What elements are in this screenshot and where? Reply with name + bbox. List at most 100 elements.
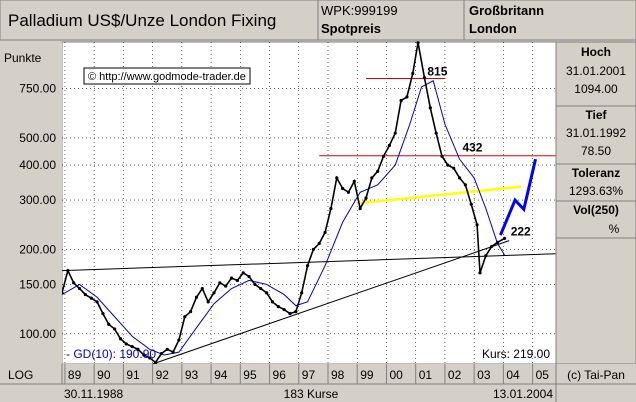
scale-mode-label[interactable]: LOG (8, 368, 33, 382)
price-point (457, 176, 462, 180)
price-point (247, 274, 251, 279)
region-label: Großbritann (469, 3, 544, 18)
price-point (490, 244, 494, 249)
y-tick-label: 100.00 (19, 327, 56, 341)
annotation-layer: 815 432 222 © http://www.godmode-trader.de -… (66, 64, 550, 361)
price-point (229, 276, 234, 280)
price-point (335, 176, 339, 180)
price-point (265, 291, 269, 295)
x-tick-label: 93 (185, 368, 199, 382)
price-point (352, 179, 356, 183)
price-point (95, 300, 99, 304)
price-point (218, 281, 222, 285)
vol-value: % (609, 222, 620, 236)
price-point (136, 347, 140, 351)
price-point (393, 131, 397, 135)
x-tick-label: 94 (214, 368, 228, 382)
price-point (300, 291, 304, 295)
price-point (124, 342, 128, 346)
price-point (387, 143, 391, 148)
x-tick-label: 01 (419, 368, 433, 382)
price-point (77, 286, 82, 291)
price-point (171, 350, 175, 354)
city-label: London (469, 21, 517, 36)
price-point (118, 337, 123, 341)
price-point (270, 300, 275, 304)
price-point (101, 312, 105, 316)
tolerance-value: 1293.63% (569, 184, 623, 198)
y-tick-label: 750.00 (19, 82, 56, 96)
price-point (364, 196, 368, 200)
x-tick-label: 89 (68, 368, 82, 382)
y-tick-label: 300.00 (19, 193, 56, 207)
price-point (212, 291, 216, 295)
price-point (317, 241, 321, 246)
price-point (241, 271, 245, 275)
x-tick-label: 95 (243, 368, 257, 382)
price-point (376, 169, 380, 173)
tolerance-label: Toleranz (572, 166, 620, 180)
price-point (113, 327, 117, 331)
price-point (370, 176, 374, 180)
price-point (165, 347, 169, 351)
end-date-label: 13.01.2004 (493, 387, 553, 401)
y-tick-label: 500.00 (19, 131, 56, 145)
price-point (259, 286, 263, 291)
price-point (484, 254, 488, 258)
low-value: 78.50 (581, 144, 611, 158)
x-tick-labels: 89 90 91 92 93 94 95 96 97 98 99 00 01 02 03 04 05 (64, 364, 550, 384)
price-point (399, 98, 403, 103)
annotation-432: 432 (462, 141, 482, 155)
x-tick-label: 00 (389, 368, 403, 382)
price-point (294, 309, 298, 314)
price-point (329, 206, 333, 211)
x-tick-label: 98 (331, 368, 345, 382)
last-price-label: Kurs: 219.00 (482, 347, 550, 361)
price-point (224, 284, 228, 288)
rising-support (152, 240, 510, 365)
price-point (478, 271, 482, 275)
series-layer (60, 41, 537, 365)
price-point (189, 309, 193, 314)
price-point (341, 186, 345, 191)
x-tick-label: 99 (360, 368, 374, 382)
subtitle-label: Spotpreis (321, 21, 381, 36)
source-box (83, 67, 251, 85)
vol-label: Vol(250) (573, 203, 619, 217)
price-point (469, 202, 473, 206)
price-point (206, 300, 210, 304)
region-cell (463, 0, 636, 41)
price-point (177, 338, 181, 342)
x-tick-label: 91 (126, 368, 140, 382)
price-point (452, 166, 456, 170)
price-point (502, 236, 507, 240)
x-tick-label: 02 (448, 368, 462, 382)
price-point (159, 351, 163, 356)
price-point (440, 154, 444, 158)
yellow-channel (357, 185, 522, 205)
annotation-815: 815 (427, 64, 447, 78)
count-label: 183 Kurse (284, 387, 339, 401)
x-tick-label: 04 (506, 368, 520, 382)
annotation-222: 222 (511, 225, 531, 239)
y-axis-panel (0, 42, 62, 364)
x-tick-label: 05 (536, 368, 550, 382)
price-point (235, 278, 239, 283)
low-label: Tief (585, 108, 607, 122)
price-point (416, 41, 420, 45)
page-title: Palladium US$/Unze London Fixing (8, 11, 276, 30)
price-point (282, 307, 286, 312)
price-point (276, 305, 280, 309)
y-tick-labels: 750.00 500.00 400.00 300.00 200.00 150.00 100.… (19, 82, 56, 341)
x-tick-label: 90 (97, 368, 111, 382)
start-date-label: 30.11.1988 (64, 387, 123, 401)
copyright-label: (c) Tai-Pan (567, 368, 625, 382)
price-point (311, 247, 315, 252)
price-point (200, 286, 204, 291)
price-point (434, 131, 438, 135)
price-point (183, 315, 187, 319)
high-label: Hoch (581, 45, 611, 59)
y-tick-label: 200.00 (19, 242, 56, 256)
price-point (428, 106, 432, 110)
